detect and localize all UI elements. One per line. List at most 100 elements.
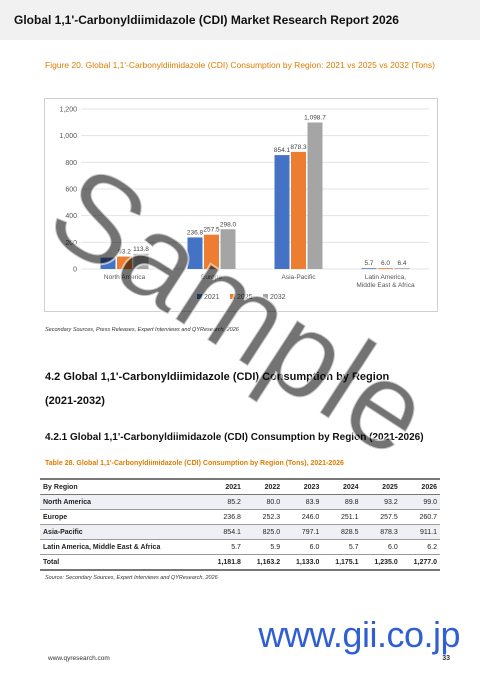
table-cell: 260.7 — [400, 509, 440, 525]
table-cell: 5.9 — [243, 539, 284, 555]
table-source: Source: Secondary Sources, Expert Interv… — [45, 575, 218, 581]
bar — [204, 234, 219, 269]
legend-swatch — [263, 294, 268, 299]
legend-label: 2032 — [270, 294, 286, 301]
table-cell: 797.1 — [283, 524, 323, 540]
legend-swatch — [197, 294, 202, 299]
table-cell: 93.2 — [361, 494, 401, 510]
table-cell: 854.1 — [204, 524, 244, 540]
bar — [307, 122, 323, 269]
table-cell: 83.9 — [283, 494, 323, 510]
table-header-row: By Region 2021 2022 2023 2024 2025 2026 — [40, 478, 440, 495]
table-cell: North America — [40, 494, 205, 510]
table-cell: 825.0 — [243, 524, 284, 540]
bar — [117, 256, 132, 269]
header-cell: By Region — [40, 478, 205, 495]
x-category-label: North America — [104, 274, 146, 281]
table-cell: 878.3 — [361, 524, 401, 540]
table-cell: 5.7 — [322, 539, 362, 555]
table-cell: 6.0 — [283, 539, 323, 555]
y-tick-label: 1,000 — [59, 133, 77, 140]
bar — [378, 268, 393, 269]
bar — [361, 268, 377, 270]
header-cell: 2022 — [243, 478, 284, 495]
data-label: 6.0 — [381, 260, 390, 267]
bar — [133, 253, 149, 269]
data-label: 113.8 — [133, 246, 149, 253]
data-label: 93.2 — [118, 249, 131, 256]
table-cell: 1,181.8 — [204, 554, 244, 571]
table-cell: 1,133.0 — [283, 554, 323, 571]
table-cell: 6.0 — [361, 539, 401, 555]
bar — [394, 268, 410, 269]
data-label: 5.7 — [364, 260, 373, 267]
table-cell: 251.1 — [322, 509, 362, 525]
data-label: 6.4 — [397, 260, 406, 267]
table-cell: 257.5 — [361, 509, 401, 525]
chart-container: 0 200 400 600 800 1,000 1,200 93.2 113.8 North Am… — [44, 98, 438, 312]
bar — [291, 151, 306, 269]
data-label: 257.5 — [203, 227, 220, 234]
table-cell: 828.5 — [322, 524, 362, 540]
table-cell: Europe — [40, 509, 205, 525]
bar — [187, 237, 203, 269]
bar — [274, 155, 290, 269]
table-cell: 1,277.0 — [400, 554, 440, 571]
header-cell: 2021 — [204, 478, 244, 495]
footer-url: www.qyresearch.com — [48, 655, 110, 662]
y-tick-label: 0 — [73, 267, 77, 274]
section-4-2-1-title: 4.2.1 Global 1,1'-Carbonyldiimidazole (C… — [45, 432, 424, 443]
section-4-2-title: 4.2 Global 1,1'-Carbonyldiimidazole (CDI… — [45, 371, 390, 383]
table-cell: 5.7 — [204, 539, 244, 555]
table-row: Europe 236.8 252.3 246.0 251.1 257.5 260… — [40, 509, 440, 525]
table-caption: Table 28. Global 1,1'-Carbonyldiimidazol… — [45, 460, 344, 467]
table-cell: 89.8 — [322, 494, 362, 510]
table-cell: Asia-Pacific — [40, 524, 205, 540]
document-title: Global 1,1'-Carbonyldiimidazole (CDI) Ma… — [14, 13, 399, 27]
figure-source: Secondary Sources, Press Releases, Exper… — [45, 327, 239, 333]
table-cell: 236.8 — [204, 509, 244, 525]
table-cell: 1,163.2 — [243, 554, 284, 571]
bar — [220, 229, 236, 269]
bar-chart: 0 200 400 600 800 1,000 1,200 93.2 113.8 North Am… — [59, 107, 429, 301]
legend-swatch — [230, 294, 235, 299]
table-cell: 911.1 — [400, 524, 440, 540]
header-cell: 2026 — [400, 478, 440, 495]
section-4-2-years: (2021-2032) — [45, 395, 105, 407]
y-tick-label: 1,200 — [59, 107, 77, 114]
y-tick-label: 400 — [65, 213, 77, 220]
data-label: 236.8 — [187, 229, 204, 236]
table-cell: 252.3 — [243, 509, 284, 525]
table-cell: Latin America, Middle East & Africa — [40, 539, 205, 555]
data-label: 878.3 — [290, 144, 307, 151]
header-cell: 2024 — [322, 478, 362, 495]
x-category-label: Latin America, — [365, 274, 406, 281]
header-cell: 2023 — [283, 478, 323, 495]
header-cell: 2025 — [361, 478, 401, 495]
header-bar: Global 1,1'-Carbonyldiimidazole (CDI) Ma… — [0, 0, 480, 40]
site-watermark: www.gii.co.jp — [258, 614, 460, 655]
table-cell: 85.2 — [204, 494, 244, 510]
table-row: Latin America, Middle East & Africa 5.7 … — [40, 539, 440, 555]
y-tick-label: 200 — [65, 240, 77, 247]
figure-caption: Figure 20. Global 1,1'-Carbonyldiimidazo… — [45, 60, 435, 70]
data-label: 1,098.7 — [304, 115, 326, 122]
bar — [100, 257, 116, 269]
legend-label: 2025 — [237, 294, 253, 301]
legend-label: 2021 — [204, 294, 220, 301]
table-total-row: Total 1,181.8 1,163.2 1,133.0 1,175.1 1,… — [40, 554, 440, 571]
x-category-label: Europe — [201, 274, 222, 281]
table-cell: 99.0 — [400, 494, 440, 510]
table-cell: 1,175.1 — [322, 554, 362, 571]
table-row: Asia-Pacific 854.1 825.0 797.1 828.5 878… — [40, 524, 440, 540]
y-tick-label: 800 — [65, 160, 77, 167]
y-tick-label: 600 — [65, 187, 77, 194]
data-label: 298.0 — [220, 221, 237, 228]
data-label: 854.1 — [274, 147, 291, 154]
table-row: North America 85.2 80.0 83.9 89.8 93.2 9… — [40, 494, 440, 510]
page-number: 33 — [442, 655, 450, 662]
table-cell: 80.0 — [243, 494, 284, 510]
table-cell: 6.2 — [400, 539, 440, 555]
table-cell: 1,235.0 — [361, 554, 401, 571]
x-category-label: Asia-Pacific — [282, 274, 317, 281]
